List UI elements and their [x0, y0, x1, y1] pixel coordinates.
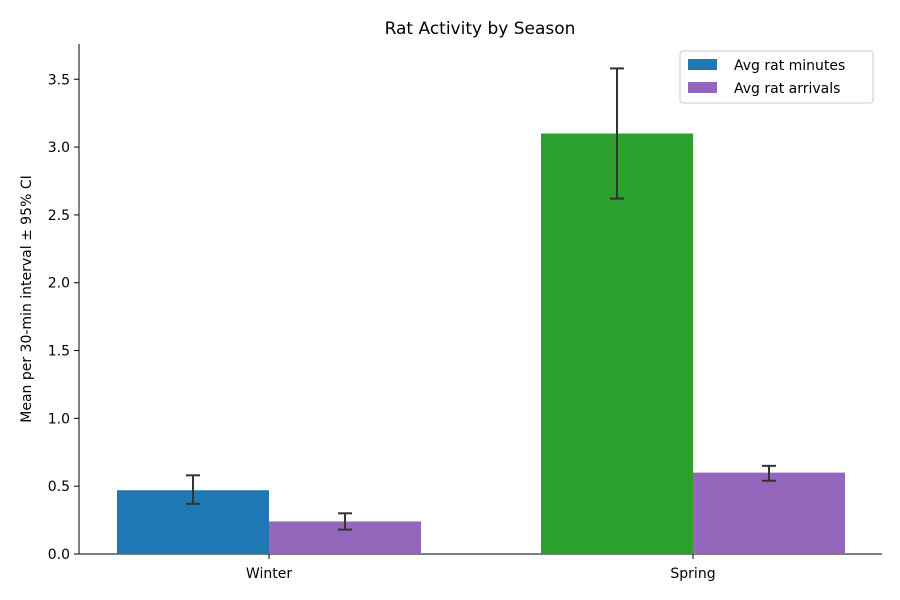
x-tick-label: Spring	[670, 566, 715, 582]
legend: Avg rat minutes Avg rat arrivals	[679, 50, 874, 104]
error-bar	[338, 512, 352, 531]
bar-spring-avg-rat-minutes	[541, 133, 693, 554]
chart-title: Rat Activity by Season	[385, 19, 576, 39]
legend-swatch	[688, 59, 717, 70]
y-tick-label: 3.5	[48, 72, 70, 88]
legend-entry-label: Avg rat arrivals	[734, 81, 840, 97]
y-tick-label: 1.5	[48, 344, 70, 360]
y-tick-label: 3.0	[48, 140, 70, 156]
y-tick-label: 0.0	[48, 547, 70, 563]
y-tick-label: 2.5	[48, 208, 70, 224]
y-axis-label: Mean per 30-min interval ± 95% CI	[19, 175, 35, 423]
y-tick-label: 2.0	[48, 276, 70, 292]
legend-entry-label: Avg rat minutes	[734, 58, 845, 74]
legend-swatch	[688, 82, 717, 93]
y-tick-label: 1.0	[48, 411, 70, 427]
error-bar	[186, 474, 200, 505]
plot-area: 0.0 0.5 1.0 1.5 2.0 2.5 3.0 3.5 Winter Spring	[48, 44, 882, 582]
error-bar	[762, 464, 776, 482]
error-bar	[610, 67, 624, 200]
legend-frame	[679, 50, 874, 104]
x-tick-label: Winter	[246, 566, 292, 582]
y-tick-label: 0.5	[48, 479, 70, 495]
bar-spring-avg-rat-arrivals	[693, 472, 845, 554]
